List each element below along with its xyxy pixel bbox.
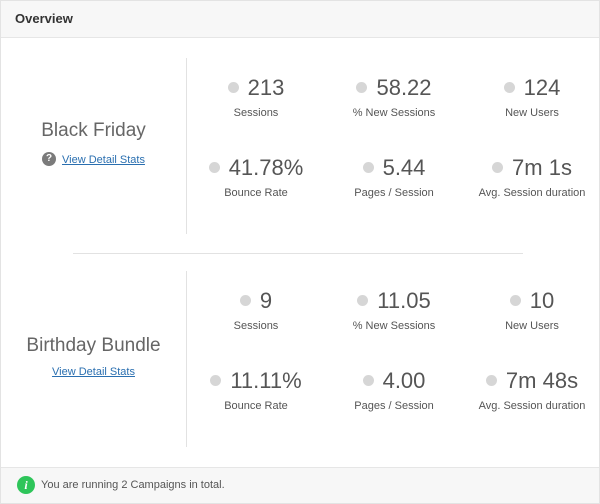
- stat-new-users: 10 New Users: [465, 286, 599, 332]
- stat-value: 7m 48s: [505, 368, 579, 393]
- stat-label: % New Sessions: [352, 320, 436, 332]
- stat-label: % New Sessions: [352, 107, 436, 119]
- info-circle-icon: i: [17, 476, 35, 494]
- dot-icon: [503, 81, 515, 93]
- stat-pages-per-session: 4.00 Pages / Session: [327, 366, 461, 412]
- stat-value: 7m 1s: [512, 155, 572, 180]
- dot-icon: [509, 294, 521, 306]
- stat-label: Sessions: [233, 320, 279, 332]
- stat-label: Sessions: [233, 107, 279, 119]
- stat-value: 213: [247, 75, 285, 100]
- stat-label: Bounce Rate: [224, 187, 288, 199]
- stat-value: 124: [523, 75, 561, 100]
- stat-value: 11.05: [377, 288, 431, 313]
- campaign-name: Black Friday: [41, 120, 146, 141]
- stat-sessions: 213 Sessions: [189, 73, 323, 119]
- stat-label: Avg. Session duration: [478, 187, 586, 199]
- stat-label: Bounce Rate: [224, 400, 288, 412]
- dot-icon: [485, 374, 497, 386]
- campaign-link-row: ? View Detail Stats: [1, 152, 186, 167]
- stat-value: 11.11%: [230, 368, 302, 393]
- stat-value: 58.22: [376, 75, 432, 100]
- campaign-link-row: View Detail Stats: [1, 366, 186, 378]
- horizontal-divider: [73, 253, 523, 254]
- dot-icon: [357, 294, 369, 306]
- stat-value: 41.78%: [228, 155, 304, 180]
- dot-icon: [356, 81, 368, 93]
- stat-value: 5.44: [382, 155, 426, 180]
- vertical-divider: [186, 271, 187, 447]
- stat-label: Pages / Session: [354, 400, 434, 412]
- view-detail-stats-link[interactable]: View Detail Stats: [52, 366, 135, 378]
- dot-icon: [362, 374, 374, 386]
- stat-pages-per-session: 5.44 Pages / Session: [327, 153, 461, 199]
- stat-avg-session-duration: 7m 1s Avg. Session duration: [465, 153, 599, 199]
- stat-new-sessions: 11.05 % New Sessions: [327, 286, 461, 332]
- campaign-block-black-friday: Black Friday ? View Detail Stats 213 Sess…: [1, 58, 599, 234]
- dot-icon: [208, 161, 220, 173]
- dot-icon: [492, 161, 504, 173]
- dot-icon: [227, 81, 239, 93]
- stat-bounce-rate: 11.11% Bounce Rate: [189, 366, 323, 412]
- stat-avg-session-duration: 7m 48s Avg. Session duration: [465, 366, 599, 412]
- dot-icon: [210, 374, 222, 386]
- stat-label: Avg. Session duration: [478, 400, 586, 412]
- stat-bounce-rate: 41.78% Bounce Rate: [189, 153, 323, 199]
- campaign-block-birthday-bundle: Birthday Bundle View Detail Stats 9 Sess…: [1, 271, 599, 447]
- stat-new-users: 124 New Users: [465, 73, 599, 119]
- stat-new-sessions: 58.22 % New Sessions: [327, 73, 461, 119]
- stat-label: New Users: [505, 320, 559, 332]
- stat-value: 4.00: [382, 368, 426, 393]
- panel-footer: i You are running 2 Campaigns in total.: [1, 467, 599, 503]
- stat-value: 10: [529, 288, 555, 313]
- stat-sessions: 9 Sessions: [189, 286, 323, 332]
- panel-header: Overview: [1, 1, 599, 38]
- view-detail-stats-link[interactable]: View Detail Stats: [62, 153, 145, 166]
- stat-label: New Users: [505, 107, 559, 119]
- campaign-name: Birthday Bundle: [26, 335, 161, 356]
- stat-value: 9: [259, 288, 273, 313]
- stat-label: Pages / Session: [354, 187, 434, 199]
- footer-text: You are running 2 Campaigns in total.: [41, 479, 225, 491]
- question-circle-icon[interactable]: ?: [42, 152, 57, 166]
- vertical-divider: [186, 58, 187, 234]
- dot-icon: [239, 294, 251, 306]
- panel-title: Overview: [15, 11, 73, 26]
- dot-icon: [362, 161, 374, 173]
